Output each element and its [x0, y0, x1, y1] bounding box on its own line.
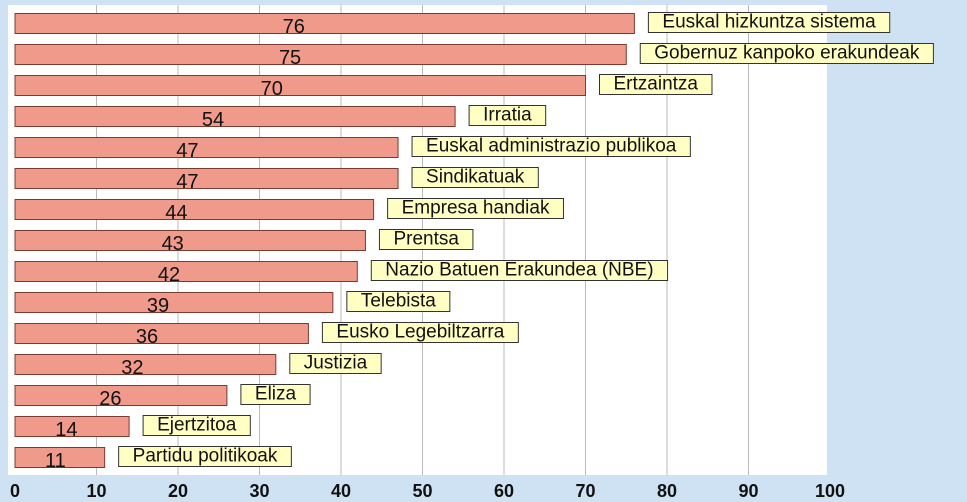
value-label: 39 [147, 295, 169, 317]
category-label: Gobernuz kanpoko erakundeak [654, 43, 920, 64]
category-label-box [387, 198, 564, 219]
x-tick-label: 80 [657, 481, 677, 501]
category-label-box [346, 291, 451, 312]
category-label: Euskal hizkuntza sistema [662, 12, 876, 33]
category-label-box [240, 384, 311, 405]
category-label-box [321, 322, 519, 343]
x-tick-label: 40 [331, 481, 351, 501]
value-label: 76 [283, 16, 305, 38]
category-label-box [142, 415, 251, 436]
x-tick-label: 20 [168, 481, 188, 501]
bar [14, 13, 635, 34]
value-label: 54 [202, 109, 224, 131]
category-label-box [599, 74, 713, 95]
value-label: 26 [99, 388, 121, 410]
value-label: 11 [45, 450, 66, 472]
bar [14, 106, 456, 127]
category-label-box [647, 12, 891, 33]
bar [14, 385, 228, 406]
bar [14, 292, 334, 313]
bar [14, 137, 399, 158]
category-label-box [118, 446, 292, 467]
value-label: 42 [158, 264, 180, 286]
bar [14, 447, 106, 468]
bar [14, 168, 399, 189]
value-label: 36 [136, 326, 158, 348]
category-label-box [411, 167, 539, 188]
x-tick-label: 10 [86, 481, 106, 501]
bar [14, 230, 366, 251]
category-label: Prentsa [393, 229, 459, 250]
x-tick-label: 70 [575, 481, 595, 501]
value-label: 32 [121, 357, 143, 379]
category-label-box [468, 105, 547, 126]
category-label: Ertzaintza [614, 74, 699, 95]
bar [14, 354, 277, 375]
category-label: Nazio Batuen Erakundea (NBE) [385, 260, 653, 281]
category-label: Telebista [361, 291, 436, 312]
bar [14, 261, 358, 282]
x-tick-label: 90 [738, 481, 758, 501]
category-label: Eliza [255, 384, 297, 405]
category-label: Partidu politikoak [133, 446, 278, 467]
x-tick-label: 30 [249, 481, 269, 501]
category-label-box [370, 260, 669, 281]
category-label: Eusko Legebiltzarra [336, 322, 504, 343]
bar [14, 199, 375, 220]
bar [14, 44, 627, 65]
category-label: Sindikatuak [426, 167, 525, 188]
category-label-box [411, 136, 691, 157]
x-tick-label: 100 [815, 481, 845, 501]
bar [14, 75, 586, 96]
value-label: 75 [279, 47, 301, 69]
x-tick-label: 0 [10, 481, 20, 501]
bar [14, 323, 309, 344]
value-label: 70 [261, 78, 283, 100]
category-label-box [639, 43, 934, 64]
category-label-box [289, 353, 382, 374]
category-label: Euskal administrazio publikoa [426, 136, 677, 157]
value-label: 44 [165, 202, 187, 224]
category-label: Empresa handiak [402, 198, 550, 219]
x-tick-label: 50 [412, 481, 432, 501]
value-label: 47 [176, 171, 198, 193]
category-label: Justizia [304, 353, 368, 374]
x-tick-label: 60 [494, 481, 514, 501]
value-label: 14 [55, 419, 77, 441]
bar [14, 416, 130, 437]
category-label: Irratia [483, 105, 532, 126]
category-label: Ejertzitoa [157, 415, 237, 436]
value-label: 43 [162, 233, 184, 255]
category-label-box [378, 229, 474, 250]
value-label: 47 [176, 140, 198, 162]
